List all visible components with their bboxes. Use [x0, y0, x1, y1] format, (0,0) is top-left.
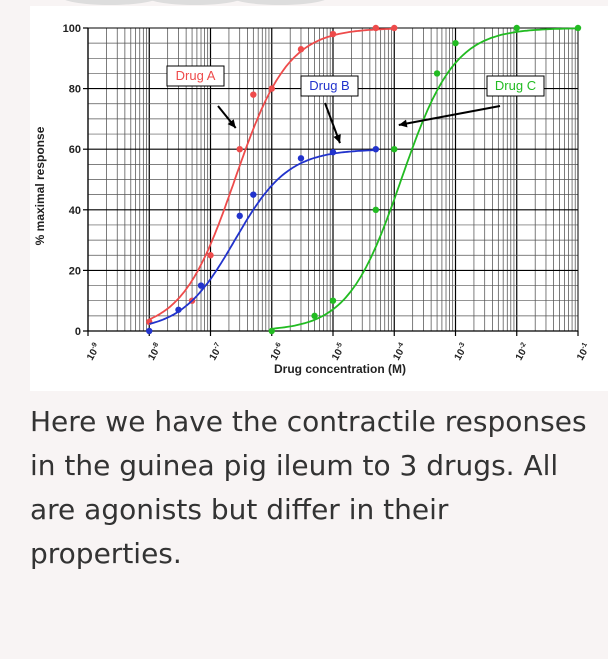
y-tick-label: 100: [63, 23, 81, 35]
annotations: Drug A Drug B Drug C: [166, 65, 545, 144]
x-tick-label: 10-6: [268, 341, 287, 362]
data-point-drug-b: [250, 191, 257, 198]
data-point-drug-c: [513, 24, 520, 32]
data-point-drug-b: [372, 146, 380, 153]
annotation-label-drug-c: Drug C: [495, 78, 536, 93]
y-tick-label: 20: [69, 265, 81, 277]
x-tick-label: 10-7: [207, 341, 226, 362]
data-point-drug-c: [311, 312, 318, 320]
annotation-label-drug-a: Drug A: [176, 68, 216, 83]
dose-response-chart: 0 20 40 60 80 100 10-9 10-8 10-7 10-6 10-5 10-4 10-3…: [33, 23, 593, 376]
top-partial-shapes: [65, 0, 325, 5]
data-point-drug-c: [574, 24, 582, 32]
annotation-arrowhead-drug-c: [398, 119, 408, 128]
data-point-drug-b: [197, 282, 205, 289]
x-tick-label: 10-9: [84, 341, 103, 362]
y-tick-label: 40: [69, 205, 81, 217]
data-point-drug-c: [452, 39, 459, 47]
y-tick-label: 60: [69, 144, 81, 156]
data-point-drug-b: [236, 212, 243, 220]
curves: [146, 24, 582, 335]
data-point-drug-c: [268, 327, 275, 335]
annotation-arrow-drug-c: [398, 105, 501, 126]
annotation-arrowhead-drug-b: [333, 134, 341, 144]
x-axis-label: Drug concentration (M): [274, 362, 406, 376]
data-point-drug-a: [297, 46, 305, 53]
annotation-box-drug-b: [300, 75, 359, 97]
axes: 0 20 40 60 80 100 10-9 10-8 10-7 10-6 10-5 10-4 10-3…: [63, 23, 593, 363]
x-tick-label: 10-4: [390, 341, 409, 362]
caption-text: Here we have the contractile responses i…: [30, 405, 587, 570]
data-point-drug-b: [297, 155, 305, 162]
x-tick-label: 10-1: [574, 341, 593, 362]
data-point-drug-a: [372, 24, 380, 32]
data-point-drug-a: [268, 85, 275, 92]
data-point-drug-c: [391, 146, 398, 153]
y-axis-label: % maximal response: [33, 126, 47, 245]
data-point-drug-a: [250, 91, 257, 98]
series-line-drug-c: [271, 27, 578, 330]
annotation-box-drug-c: [486, 75, 545, 97]
data-point-drug-c: [329, 297, 337, 304]
data-point-drug-a: [391, 24, 398, 32]
data-point-drug-b: [329, 149, 337, 156]
data-point-drug-c: [433, 70, 441, 77]
annotation-box-drug-a: [166, 65, 225, 87]
data-point-drug-a: [236, 146, 243, 153]
y-tick-label: 0: [75, 326, 81, 338]
x-tick-label: 10-3: [452, 341, 471, 362]
x-tick-label: 10-8: [145, 341, 164, 362]
annotation-label-drug-b: Drug B: [309, 78, 349, 93]
data-point-drug-a: [207, 252, 214, 259]
data-point-drug-c: [372, 206, 380, 213]
chart-figure: 0 20 40 60 80 100 10-9 10-8 10-7 10-6 10-5 10-4 10-3…: [30, 6, 608, 391]
data-point-drug-b: [175, 306, 182, 313]
x-tick-label: 10-5: [329, 341, 348, 362]
series-line-drug-b: [149, 149, 376, 325]
x-tick-label: 10-2: [513, 341, 532, 362]
annotation-arrowhead-drug-a: [227, 119, 236, 128]
grid: [87, 27, 579, 332]
data-point-drug-b: [146, 327, 153, 335]
y-tick-label: 80: [69, 84, 81, 96]
data-point-drug-a: [329, 30, 337, 38]
